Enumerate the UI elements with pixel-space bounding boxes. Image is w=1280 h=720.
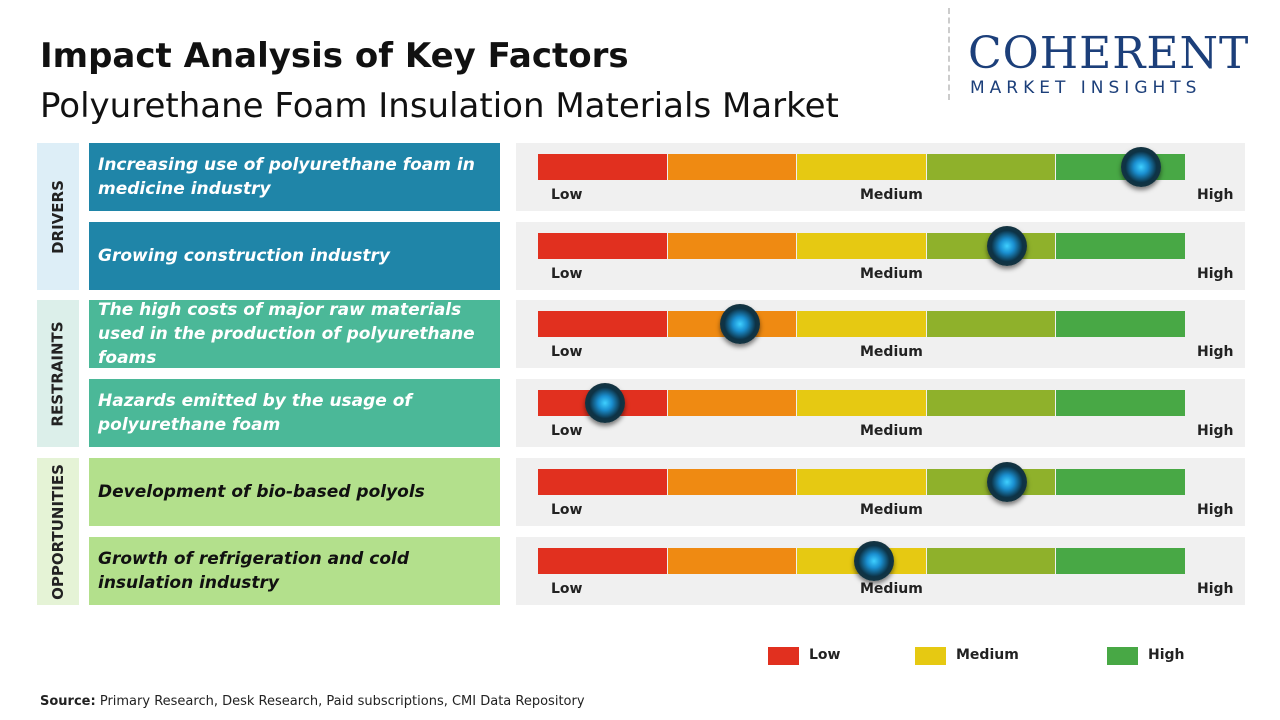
gauge-segment (667, 154, 797, 180)
scale-label: Low (551, 344, 583, 360)
logo-tagline: MARKET INSIGHTS (970, 78, 1202, 98)
scale-label: High (1197, 187, 1234, 203)
gauge-panel: Low Medium High (516, 300, 1245, 368)
impact-knob (853, 541, 894, 581)
legend-label: Medium (956, 647, 1019, 663)
gauge-segment (926, 154, 1056, 180)
scale-label: Medium (860, 266, 923, 282)
gauge-segment (667, 233, 797, 259)
factor-box: The high costs of major raw materials us… (89, 300, 500, 368)
impact-knob (720, 304, 761, 344)
scale-label: High (1197, 344, 1234, 360)
gauge-segment (797, 390, 926, 416)
gauge-panel: Low Medium High (516, 458, 1245, 526)
gauge-segment (667, 390, 797, 416)
gauge-segment (538, 233, 667, 259)
impact-knob (1120, 147, 1161, 187)
gauge-segment (926, 390, 1056, 416)
gauge-panel: Low Medium High (516, 222, 1245, 290)
scale-label: Medium (860, 581, 923, 597)
gauge-segment (1056, 233, 1185, 259)
gauge-segment (538, 154, 667, 180)
gauge-panel: Low Medium High (516, 143, 1245, 211)
gauge-panel: Low Medium High (516, 537, 1245, 605)
legend-label: High (1148, 647, 1185, 663)
group-label-text: RESTRAINTS (49, 320, 68, 427)
scale-label: Medium (860, 344, 923, 360)
scale-label: Low (551, 266, 583, 282)
group-label: OPPORTUNITIES (37, 458, 79, 605)
gauge-segment (538, 311, 667, 337)
subtitle: Polyurethane Foam Insulation Materials M… (40, 86, 839, 126)
gauge-segment (667, 548, 797, 574)
gauge-segment (1056, 390, 1185, 416)
separator (948, 8, 950, 100)
gauge-segment (926, 548, 1056, 574)
factor-box: Increasing use of polyurethane foam in m… (89, 143, 500, 211)
factor-box: Growing construction industry (89, 222, 500, 290)
gauge-segment (797, 469, 926, 495)
factor-box: Growth of refrigeration and cold insulat… (89, 537, 500, 605)
gauge-segment (926, 311, 1056, 337)
scale-label: Medium (860, 502, 923, 518)
scale-label: High (1197, 581, 1234, 597)
logo-name: COHERENT (968, 28, 1250, 79)
scale-label: High (1197, 502, 1234, 518)
gauge-segment (538, 469, 667, 495)
source-text: Primary Research, Desk Research, Paid su… (99, 694, 585, 709)
legend-swatch (768, 647, 799, 665)
group-label-text: DRIVERS (49, 179, 68, 254)
gauge-segment (797, 154, 926, 180)
gauge-segment (797, 233, 926, 259)
gauge-segment (1056, 311, 1185, 337)
scale-label: Low (551, 502, 583, 518)
group-label: DRIVERS (37, 143, 79, 290)
title: Impact Analysis of Key Factors (40, 36, 629, 76)
factor-box: Development of bio-based polyols (89, 458, 500, 526)
gauge-segment (538, 548, 667, 574)
gauge-panel: Low Medium High (516, 379, 1245, 447)
scale-label: Low (551, 581, 583, 597)
source-label: Source: (40, 694, 96, 709)
gauge-segment (1056, 548, 1185, 574)
legend-label: Low (809, 647, 841, 663)
factor-box: Hazards emitted by the usage of polyuret… (89, 379, 500, 447)
group-label-text: OPPORTUNITIES (49, 463, 67, 600)
gauge-segment (667, 469, 797, 495)
scale-label: Medium (860, 187, 923, 203)
impact-knob (585, 383, 626, 423)
source: Source: Primary Research, Desk Research,… (40, 694, 585, 709)
scale-label: Low (551, 187, 583, 203)
impact-knob (987, 462, 1028, 502)
legend-swatch (1107, 647, 1138, 665)
legend-swatch (915, 647, 946, 665)
scale-label: High (1197, 266, 1234, 282)
gauge-segment (1056, 469, 1185, 495)
scale-label: Low (551, 423, 583, 439)
impact-knob (987, 226, 1028, 266)
group-label: RESTRAINTS (37, 300, 79, 447)
gauge-segment (797, 311, 926, 337)
scale-label: High (1197, 423, 1234, 439)
scale-label: Medium (860, 423, 923, 439)
